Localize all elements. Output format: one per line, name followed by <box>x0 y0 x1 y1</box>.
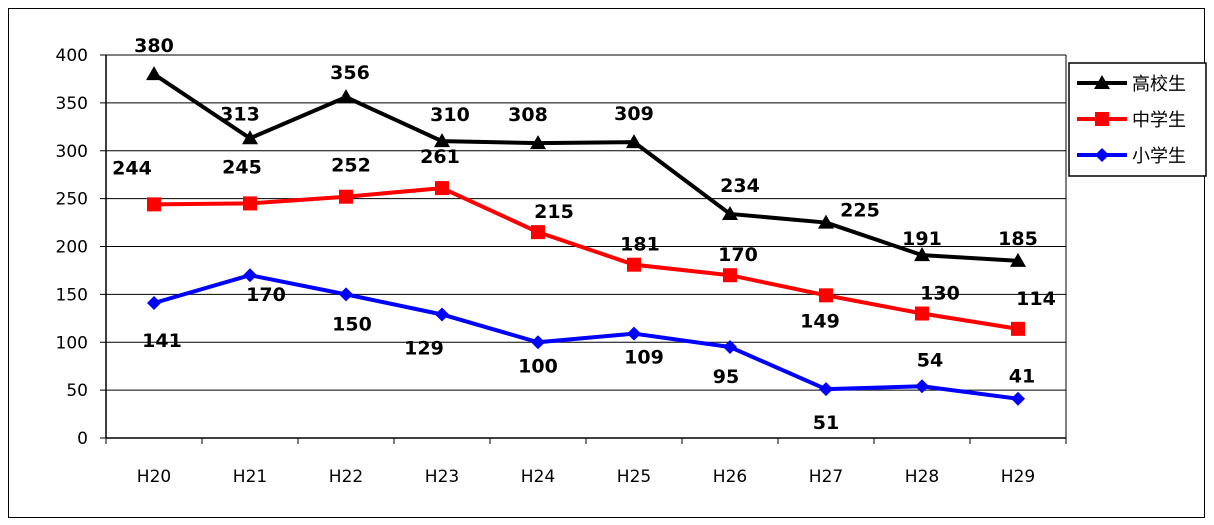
series-1-point-3 <box>435 181 449 196</box>
series-0-label-3: 310 <box>430 104 470 126</box>
x-tick-label-H27: H27 <box>809 467 843 487</box>
series-0-label-5: 309 <box>614 103 654 125</box>
series-1-label-0: 244 <box>112 157 152 179</box>
series-2-label-9: 41 <box>1009 366 1035 388</box>
series-2-label-2: 150 <box>332 313 372 335</box>
x-tick-label-H20: H20 <box>137 467 171 487</box>
series-2-point-5 <box>627 326 641 341</box>
y-tick-label-250: 250 <box>56 190 88 210</box>
x-tick-label-H26: H26 <box>713 467 747 487</box>
series-0-label-6: 234 <box>720 175 760 197</box>
series-2-point-4 <box>531 335 545 350</box>
series-2-label-4: 100 <box>518 355 558 377</box>
series-1-label-7: 149 <box>800 310 840 332</box>
series-1-point-4 <box>531 225 545 240</box>
series-2-label-0: 141 <box>142 330 182 352</box>
series-1-label-3: 261 <box>420 146 460 168</box>
legend-label-2: 小学生 <box>1132 146 1186 167</box>
series-1-label-9: 114 <box>1016 288 1056 310</box>
x-tick-label-H28: H28 <box>905 467 939 487</box>
series-0-label-9: 185 <box>998 228 1038 250</box>
x-tick-label-H25: H25 <box>617 467 651 487</box>
x-tick-label-H23: H23 <box>425 467 459 487</box>
series-1-point-1 <box>243 196 257 211</box>
series-0-point-4 <box>530 135 546 150</box>
x-tick-label-H24: H24 <box>521 467 555 487</box>
series-2-point-8 <box>915 379 929 394</box>
y-tick-label-0: 0 <box>77 429 88 449</box>
legend-label-0: 高校生 <box>1132 74 1186 95</box>
y-tick-label-400: 400 <box>56 46 88 66</box>
x-tick-label-H29: H29 <box>1001 467 1035 487</box>
series-2-label-1: 170 <box>246 284 286 306</box>
series-0-label-8: 191 <box>902 228 942 250</box>
series-1-point-9 <box>1011 321 1025 336</box>
y-tick-label-50: 50 <box>66 381 88 401</box>
series-2-point-2 <box>339 287 353 302</box>
series-0-label-4: 308 <box>508 104 548 126</box>
y-tick-label-100: 100 <box>56 333 88 353</box>
series-1-point-6 <box>723 268 737 283</box>
y-tick-label-150: 150 <box>56 285 88 305</box>
series-0-point-8 <box>914 247 930 262</box>
x-tick-label-H22: H22 <box>329 467 363 487</box>
series-1-label-8: 130 <box>920 283 960 305</box>
legend-marker-2 <box>1095 148 1109 162</box>
series-2-label-5: 109 <box>624 347 664 369</box>
series-0-point-3 <box>434 133 450 148</box>
series-0-point-1 <box>242 130 258 145</box>
series-1-label-6: 170 <box>718 244 758 266</box>
x-tick-label-H21: H21 <box>233 467 267 487</box>
series-1-label-1: 245 <box>222 156 262 178</box>
series-2-point-0 <box>147 295 161 310</box>
series-1-label-4: 215 <box>534 201 574 223</box>
series-1-point-7 <box>819 288 833 303</box>
y-tick-label-300: 300 <box>56 142 88 162</box>
series-0-point-2 <box>338 89 354 104</box>
series-1-point-0 <box>147 197 161 212</box>
series-line-1 <box>153 186 1019 331</box>
series-2-label-8: 54 <box>917 349 943 371</box>
legend-marker-0 <box>1094 75 1110 89</box>
series-line-0 <box>152 72 1019 263</box>
series-0-point-0 <box>146 66 162 81</box>
legend-marker-1 <box>1095 112 1109 126</box>
series-2-label-3: 129 <box>404 337 444 359</box>
series-2-point-1 <box>243 268 257 283</box>
legend-label-1: 中学生 <box>1132 110 1186 131</box>
series-1-point-8 <box>915 306 929 321</box>
series-1-point-5 <box>627 257 641 272</box>
series-0-point-9 <box>1010 252 1026 267</box>
chart-frame <box>8 8 1205 518</box>
series-2-point-6 <box>723 340 737 355</box>
series-2-label-6: 95 <box>713 366 739 388</box>
series-line-2 <box>153 273 1019 401</box>
series-0-label-2: 356 <box>330 62 370 84</box>
series-0-point-5 <box>626 134 642 149</box>
series-1-point-2 <box>339 189 353 204</box>
y-tick-label-350: 350 <box>56 94 88 114</box>
series-2-point-3 <box>435 307 449 322</box>
y-tick-label-200: 200 <box>56 238 88 258</box>
series-2-label-7: 51 <box>813 412 839 434</box>
series-1-label-5: 181 <box>620 234 660 256</box>
series-0-label-1: 313 <box>220 103 260 125</box>
series-0-label-7: 225 <box>840 200 880 222</box>
series-2-point-9 <box>1011 391 1025 406</box>
series-1-label-2: 252 <box>331 155 371 177</box>
series-0-label-0: 380 <box>134 35 174 57</box>
series-0-point-6 <box>722 205 738 220</box>
series-2-point-7 <box>819 382 833 397</box>
series-0-point-7 <box>818 214 834 229</box>
